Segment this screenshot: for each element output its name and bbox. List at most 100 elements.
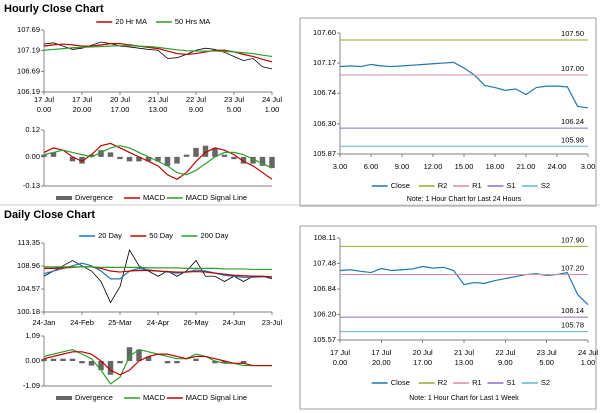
y-tick-label: 105.87 bbox=[313, 149, 336, 158]
legend-label: Close bbox=[391, 181, 410, 190]
divergence-bar bbox=[164, 156, 171, 166]
legend-label: S2 bbox=[541, 378, 550, 387]
x-tick-label: 12.00 bbox=[424, 162, 443, 171]
x-tick-label: 20 Jul bbox=[413, 348, 433, 357]
series-line bbox=[43, 142, 273, 180]
legend-label: S1 bbox=[507, 181, 516, 190]
y-tick-label: 107.69 bbox=[17, 25, 40, 34]
y-tick-label: 0.12 bbox=[25, 125, 40, 134]
series-line bbox=[43, 351, 272, 376]
divergence-bar bbox=[79, 361, 85, 364]
x-tick-label: 5.00 bbox=[539, 358, 554, 367]
divergence-bar bbox=[98, 150, 104, 157]
divergence-bar bbox=[155, 156, 161, 162]
legend-label: Close bbox=[391, 378, 410, 387]
x-tick-label: 20.00 bbox=[372, 358, 391, 367]
x-tick-label: 24 Jul bbox=[578, 348, 598, 357]
x-tick-label: 5.00 bbox=[227, 105, 242, 114]
divergence-bar bbox=[164, 361, 171, 364]
x-tick-label: 17.00 bbox=[413, 358, 432, 367]
divergence-bar bbox=[79, 156, 85, 164]
y-tick-label: 106.74 bbox=[313, 88, 336, 97]
panel-border bbox=[299, 17, 597, 207]
x-tick-label: 1.00 bbox=[581, 358, 596, 367]
x-tick-label: 3.00 bbox=[333, 162, 348, 171]
level-label: 107.20 bbox=[561, 264, 584, 273]
x-tick-label: 24-Jan bbox=[33, 318, 56, 327]
legend-label: 50 Hrs MA bbox=[175, 17, 210, 26]
y-tick-label: 104.57 bbox=[17, 284, 40, 293]
x-tick-label: 17 Jul bbox=[72, 95, 92, 104]
x-tick-label: 9.00 bbox=[395, 162, 410, 171]
divergence-bar bbox=[50, 152, 57, 157]
x-tick-label: 17 Jul bbox=[371, 348, 391, 357]
y-tick-label: 106.19 bbox=[17, 87, 40, 96]
legend-label: Divergence bbox=[75, 393, 113, 402]
price-line bbox=[43, 41, 273, 70]
legend-label: S1 bbox=[507, 378, 516, 387]
legend-label: R2 bbox=[438, 181, 448, 190]
x-tick-label: 24-Jun bbox=[223, 318, 246, 327]
level-label: 107.00 bbox=[561, 64, 584, 73]
level-label: 105.78 bbox=[561, 321, 584, 330]
divergence-bar bbox=[212, 361, 218, 364]
divergence-bar bbox=[240, 156, 247, 164]
divergence-bar bbox=[98, 361, 104, 371]
divergence-bar bbox=[41, 154, 47, 157]
y-tick-label: 106.30 bbox=[313, 119, 336, 128]
chart-note: Note: 1 Hour Chart for Last 1 Week bbox=[409, 395, 519, 402]
series-line bbox=[44, 266, 272, 271]
x-tick-label: 1.00 bbox=[265, 105, 280, 114]
divergence-bar bbox=[240, 361, 247, 364]
level-label: 106.14 bbox=[561, 306, 584, 315]
level-label: 105.98 bbox=[561, 135, 584, 144]
y-tick-label: -0.13 bbox=[23, 181, 40, 190]
legend-label: 20 Hr MA bbox=[115, 17, 147, 26]
x-tick-label: 23-Jul bbox=[262, 318, 283, 327]
legend-label: R2 bbox=[438, 378, 448, 387]
series-line bbox=[339, 61, 589, 109]
x-tick-label: 24-Apr bbox=[147, 318, 170, 327]
y-tick-label: 0.00 bbox=[25, 152, 40, 161]
legend-label: MACD Signal Line bbox=[186, 393, 247, 402]
x-tick-label: 13.00 bbox=[149, 105, 168, 114]
divergence-bar bbox=[174, 361, 180, 364]
x-tick-label: 23 Jul bbox=[224, 95, 244, 104]
section-title: Daily Close Chart bbox=[4, 209, 95, 221]
x-tick-label: 22 Jul bbox=[186, 95, 206, 104]
x-tick-label: 18.00 bbox=[486, 162, 505, 171]
x-tick-label: 17.00 bbox=[111, 105, 130, 114]
x-tick-label: 0.00 bbox=[333, 358, 348, 367]
y-tick-label: 0.00 bbox=[25, 356, 40, 365]
chart-note: Note: 1 Hour Chart for Last 24 Hours bbox=[407, 196, 522, 203]
y-tick-label: -1.09 bbox=[23, 381, 40, 390]
y-tick-label: 100.18 bbox=[17, 307, 40, 316]
section-title: Hourly Close Chart bbox=[4, 3, 104, 15]
x-tick-label: 3.00 bbox=[581, 162, 596, 171]
divergence-bar bbox=[69, 358, 76, 361]
x-tick-label: 25-Mar bbox=[108, 318, 132, 327]
divergence-bar bbox=[88, 154, 95, 157]
legend-swatch bbox=[56, 396, 72, 400]
divergence-bar bbox=[221, 154, 228, 157]
x-tick-label: 6.00 bbox=[364, 162, 379, 171]
legend-label: 200 Day bbox=[201, 231, 229, 240]
divergence-bar bbox=[126, 347, 133, 361]
y-tick-label: 107.60 bbox=[313, 28, 336, 37]
x-tick-label: 13.00 bbox=[455, 358, 474, 367]
divergence-bar bbox=[269, 156, 275, 169]
legend-label: R1 bbox=[472, 181, 482, 190]
divergence-bar bbox=[212, 147, 218, 157]
legend-label: MACD bbox=[143, 393, 166, 402]
level-label: 106.24 bbox=[561, 117, 584, 126]
y-tick-label: 107.19 bbox=[17, 46, 40, 55]
level-label: 107.50 bbox=[561, 29, 584, 38]
divergence-bar bbox=[136, 156, 142, 162]
divergence-bar bbox=[117, 156, 123, 160]
divergence-bar bbox=[202, 145, 209, 157]
divergence-bar bbox=[193, 147, 199, 157]
x-tick-label: 26-May bbox=[183, 318, 208, 327]
divergence-bar bbox=[88, 361, 95, 366]
x-tick-label: 17 Jul bbox=[330, 348, 350, 357]
